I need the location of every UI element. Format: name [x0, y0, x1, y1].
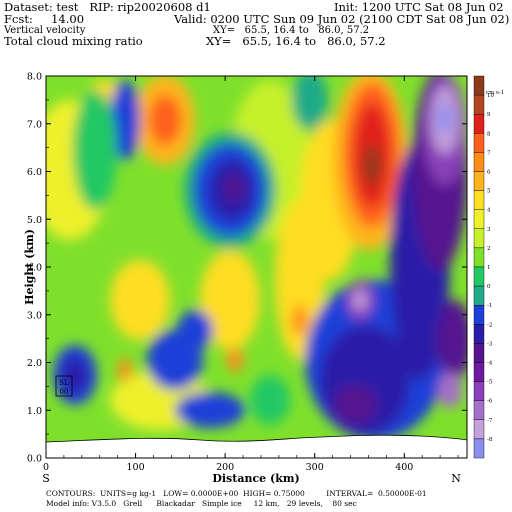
surface-label: SL [59, 379, 69, 387]
colorbar-label: 0 [487, 284, 491, 290]
y-tick-label: 5.0 [27, 215, 42, 226]
colorbar-label: 9 [487, 112, 491, 118]
colorbar-label: 4 [487, 208, 491, 214]
colorbar-label: 10 [487, 93, 494, 99]
y-axis-label: Height (km) [23, 229, 36, 305]
y-tick-label: 2.0 [27, 358, 42, 369]
colorbar-label: 2 [487, 246, 491, 252]
surface-label-box: SL 00 [55, 375, 73, 397]
colorbar-swatch [473, 133, 485, 153]
field-blob [227, 348, 243, 372]
y-tick-label: 0.0 [27, 454, 42, 465]
field1-xy: XY= 65.5, 16.4 to 86.0, 57.2 [213, 25, 370, 36]
field-blob [110, 80, 140, 160]
colorbar-swatch [473, 171, 485, 191]
colorbar-swatch [473, 152, 485, 172]
field-blob [177, 310, 213, 350]
init-label: Init: 1200 UTC Sat 08 Jun 02 [334, 0, 504, 14]
colorbar-swatch [473, 75, 485, 96]
colorbar-swatch [473, 305, 485, 325]
colorbar-swatch [473, 285, 485, 306]
field-blob [110, 260, 170, 340]
x-tick-label: 100 [127, 462, 145, 473]
field-blob [175, 392, 245, 428]
field2-label: Total cloud mixing ratio [4, 34, 143, 48]
field1-label: Vertical velocity [4, 25, 86, 36]
dataset-label: Dataset: test RIP: rip20020608 d1 [4, 0, 211, 14]
endpoint-label-south: S [42, 472, 50, 485]
colorbar-swatch [473, 400, 485, 421]
colorbar-label: 1 [487, 265, 491, 271]
field-blob [224, 174, 244, 202]
x-tick-label: 200 [216, 462, 234, 473]
colorbar-swatch [473, 266, 485, 287]
contours-info: CONTOURS: UNITS=g kg-1 LOW= 0.0000E+00 H… [46, 489, 427, 498]
field-blob [292, 305, 308, 335]
field-blob [437, 300, 467, 380]
colorbar-label: -3 [487, 341, 493, 347]
surface-label-sub: 00 [60, 388, 69, 396]
field-blob [149, 95, 181, 145]
colorbar-swatch [473, 438, 485, 459]
colorbar-swatch [473, 362, 485, 382]
colorbar-label: 7 [487, 150, 491, 156]
colorbar-label: -8 [487, 437, 493, 443]
field-blob [438, 372, 462, 408]
field-blob [353, 290, 367, 310]
colorbar-label: -2 [487, 322, 492, 328]
colorbar-swatch [473, 381, 485, 401]
colorbar-label: 8 [487, 131, 491, 137]
endpoint-label-north: N [451, 472, 461, 485]
y-tick-label: 6.0 [27, 167, 42, 178]
y-axis: 0.0 1.0 2.0 3.0 4.0 5.0 6.0 7.0 8.0 [27, 72, 467, 465]
field-blob [250, 375, 290, 425]
colorbar-label: -5 [487, 380, 493, 386]
y-tick-label: 7.0 [27, 119, 42, 130]
y-tick-label: 4.0 [27, 263, 42, 274]
colorbar-label: -6 [487, 399, 493, 405]
colorbar-label: 6 [487, 170, 491, 176]
colorbar-swatch [473, 419, 485, 440]
colorbar-swatch [473, 324, 485, 344]
field-blob [364, 145, 380, 185]
colorbar-unit: cm s-1 [486, 90, 504, 96]
colorbar-swatch [473, 190, 485, 210]
field2-xy: XY= 65.5, 16.4 to 86.0, 57.2 [206, 34, 386, 48]
colorbar-label: -7 [487, 418, 493, 424]
valid-label: Valid: 0200 UTC Sun 09 Jun 02 (2100 CDT … [174, 12, 510, 26]
x-axis: 0 100 200 300 400 [43, 76, 459, 473]
y-tick-label: 3.0 [27, 310, 42, 321]
model-info: Model info: V3.5.0 Grell Blackadar Simpl… [46, 499, 357, 508]
field-blob [438, 102, 452, 134]
colorbar-label: 5 [487, 189, 491, 195]
colorbar-label: -4 [487, 361, 493, 367]
x-axis-label: Distance (km) [212, 472, 299, 485]
field-blob [292, 76, 328, 130]
colorbar-swatch [473, 94, 485, 115]
terrain [46, 434, 467, 458]
colorbar-swatch [473, 247, 485, 268]
colorbar-swatch [473, 113, 485, 134]
field-blob [63, 357, 87, 393]
field-blob [200, 250, 260, 350]
colorbar-label: 3 [487, 227, 491, 233]
field-blob [73, 90, 117, 210]
x-tick-label: 0 [43, 462, 49, 473]
y-tick-label: 8.0 [27, 72, 42, 83]
x-tick-label: 400 [395, 462, 413, 473]
velocity-field [46, 76, 467, 458]
colorbar-swatch [473, 343, 485, 363]
x-tick-label: 300 [306, 462, 324, 473]
colorbar-swatch [473, 209, 485, 229]
colorbar-label: -1 [487, 303, 492, 309]
field-blob [118, 358, 132, 382]
colorbar-swatch [473, 228, 485, 249]
field-blob [333, 385, 377, 425]
forecast-label: Fcst: 14.00 [4, 12, 85, 26]
y-tick-label: 1.0 [27, 406, 42, 417]
